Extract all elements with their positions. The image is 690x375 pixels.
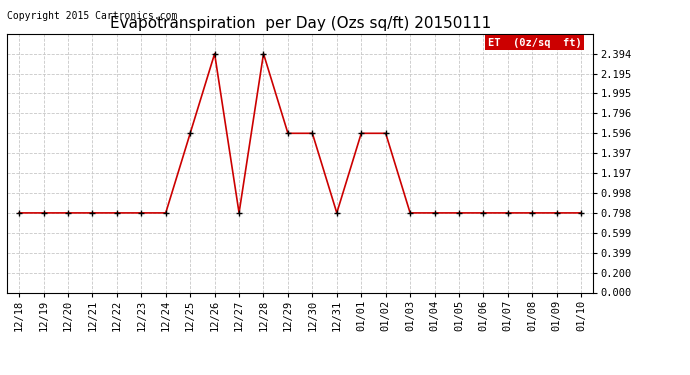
Text: ET  (0z/sq  ft): ET (0z/sq ft) (488, 38, 582, 48)
Title: Evapotranspiration  per Day (Ozs sq/ft) 20150111: Evapotranspiration per Day (Ozs sq/ft) 2… (110, 16, 491, 31)
Text: Copyright 2015 Cartronics.com: Copyright 2015 Cartronics.com (7, 11, 177, 21)
